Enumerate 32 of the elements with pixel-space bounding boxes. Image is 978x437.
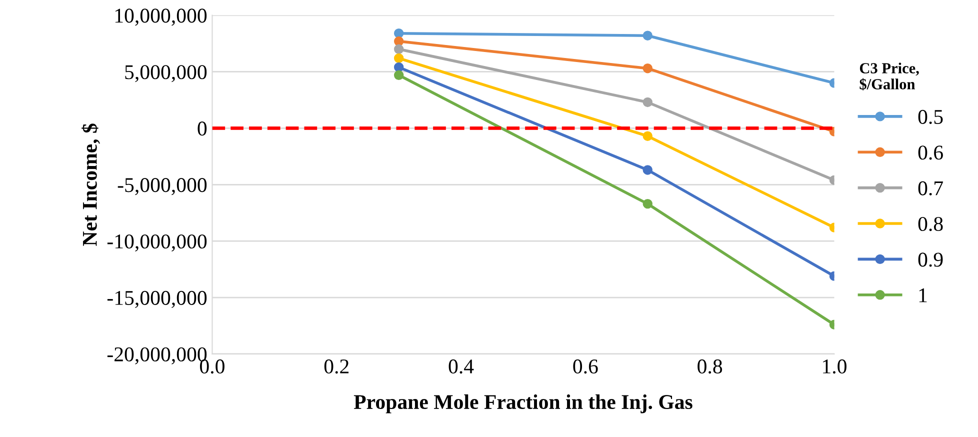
x-axis-title: Propane Mole Fraction in the Inj. Gas <box>354 394 692 414</box>
point <box>394 36 404 46</box>
y-tick-label: -15,000,000 <box>107 290 207 308</box>
y-axis-title: Net Income, $ <box>82 124 100 246</box>
y-tick-label: -10,000,000 <box>107 234 207 252</box>
legend-label: 0.9 <box>918 252 943 267</box>
legend-label: 1 <box>919 288 927 302</box>
legend-label: 0.8 <box>918 216 943 232</box>
legend-title: C3 Price, $/Gallon <box>860 62 919 90</box>
y-tick-label: 0 <box>198 122 207 136</box>
point <box>642 30 652 40</box>
x-tick-label: 0.6 <box>573 359 598 374</box>
y-tick-label: -5,000,000 <box>118 178 207 196</box>
y-tick-label: 5,000,000 <box>125 65 207 82</box>
x-tick-label: 1.0 <box>823 359 846 374</box>
x-tick-label: 0.8 <box>698 359 722 374</box>
point <box>394 62 404 72</box>
point <box>642 198 652 209</box>
x-tick-label: 0.2 <box>324 359 348 374</box>
point <box>642 97 652 108</box>
point <box>642 63 652 74</box>
x-tick-label: 0.4 <box>448 359 474 374</box>
point <box>642 165 652 175</box>
legend-label: 0.7 <box>918 181 943 196</box>
point <box>394 53 404 64</box>
legend-label: 0.6 <box>918 146 943 160</box>
y-tick-label: 10,000,000 <box>115 8 207 26</box>
point <box>394 44 404 54</box>
point <box>394 70 404 80</box>
legend-label: 0.5 <box>918 110 943 124</box>
point <box>394 28 404 38</box>
point <box>642 131 652 141</box>
